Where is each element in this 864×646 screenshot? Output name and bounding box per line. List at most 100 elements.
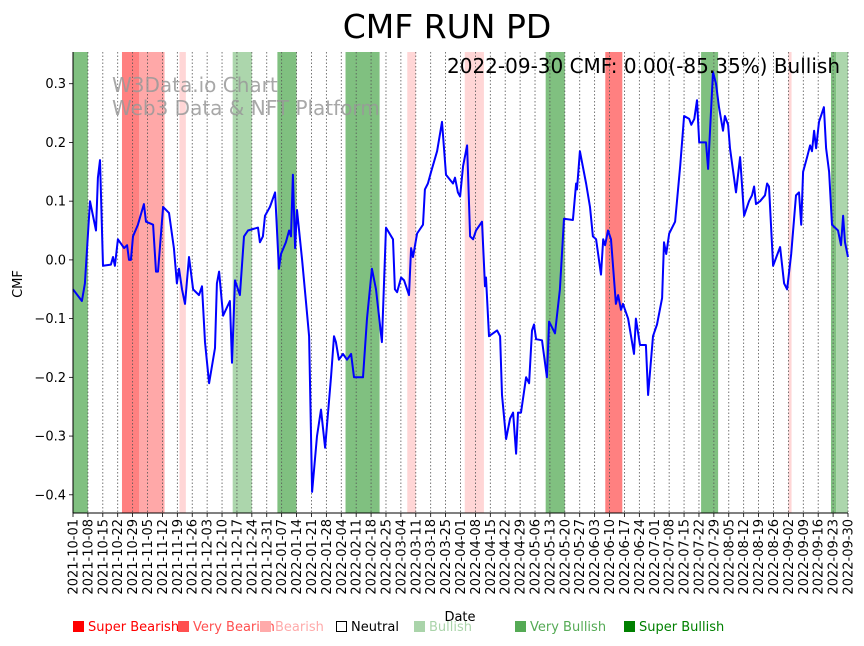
band-very-bullish (73, 52, 88, 513)
x-tick-label: 2022-09-30 (842, 519, 857, 595)
x-tick-label: 2021-10-15 (96, 519, 111, 595)
legend-label: Bearish (275, 620, 324, 635)
x-tick-label: 2021-12-10 (216, 519, 231, 595)
y-tick-label: 0.3 (45, 77, 66, 92)
x-tick-label: 2022-01-28 (320, 519, 335, 595)
x-tick-label: 2022-04-15 (484, 519, 499, 595)
x-tick-label: 2021-11-19 (171, 519, 186, 595)
y-tick-label: −0.2 (34, 371, 66, 386)
band-very-bullish (701, 52, 719, 513)
legend-swatch (624, 621, 635, 632)
legend-swatch (260, 621, 271, 632)
status-annotation: 2022-09-30 CMF: 0.00(-85.35%) Bullish (447, 54, 840, 78)
x-tick-label: 2022-08-05 (722, 519, 737, 595)
x-tick-label: 2021-11-05 (141, 519, 156, 595)
x-tick-label: 2022-06-17 (618, 519, 633, 595)
x-tick-label: 2021-12-31 (260, 519, 275, 595)
legend-swatch (73, 621, 84, 632)
x-tick-label: 2022-02-04 (335, 519, 350, 595)
x-tick-label: 2022-09-02 (782, 519, 797, 595)
x-tick-label: 2022-07-15 (678, 519, 693, 595)
legend-swatch (515, 621, 526, 632)
legend-item-very-bullish: Very Bullish (515, 620, 606, 635)
x-tick-label: 2022-02-25 (379, 519, 394, 595)
legend-swatch (336, 621, 347, 632)
x-tick-label: 2022-03-25 (439, 519, 454, 595)
legend-item-very-bearish: Very Bearish (178, 620, 275, 635)
legend-item-super-bullish: Super Bullish (624, 620, 724, 635)
legend-label: Very Bullish (530, 620, 607, 635)
legend-swatch (178, 621, 189, 632)
x-axis-label: Date (444, 610, 475, 625)
x-tick-label: 2022-03-04 (394, 519, 409, 595)
x-tick-label: 2022-09-23 (827, 519, 842, 595)
x-tick-label: 2022-07-08 (663, 519, 678, 595)
y-tick-label: 0.0 (45, 253, 66, 268)
band-bearish (464, 52, 484, 513)
watermark-line-1: W3Data.io Chart (112, 73, 278, 97)
legend-label: Bullish (429, 620, 473, 635)
x-tick-label: 2022-08-12 (737, 519, 752, 595)
legend-label: Super Bearish (88, 620, 180, 635)
x-tick-label: 2022-09-09 (797, 519, 812, 595)
legend-swatch (414, 621, 425, 632)
cmf-series-line (72, 71, 849, 493)
x-tick-label: 2021-12-17 (230, 519, 245, 595)
x-tick-label: 2021-10-22 (111, 519, 126, 595)
y-tick-label: −0.1 (34, 312, 66, 327)
legend-label: Super Bullish (639, 620, 725, 635)
x-tick-label: 2022-03-18 (424, 519, 439, 595)
x-tick-label: 2022-01-14 (290, 519, 305, 595)
x-tick-label: 2022-08-26 (767, 519, 782, 595)
x-tick-label: 2021-10-29 (126, 519, 141, 595)
x-tick-label: 2022-07-01 (648, 519, 663, 595)
x-tick-label: 2022-02-18 (365, 519, 380, 595)
band-bearish (407, 52, 416, 513)
band-super-bearish (121, 52, 140, 513)
band-very-bullish (830, 52, 837, 513)
x-tick-label: 2022-04-08 (469, 519, 484, 595)
chart-title: CMF RUN PD (343, 7, 552, 46)
y-tick-label: −0.3 (34, 430, 66, 445)
x-tick-label: 2022-01-07 (275, 519, 290, 595)
legend-item-bullish: Bullish (414, 620, 472, 635)
x-tick-label: 2022-02-11 (350, 519, 365, 595)
x-tick-label: 2022-06-10 (603, 519, 618, 595)
band-bearish (179, 52, 186, 513)
legend-label: Very Bearish (193, 620, 275, 635)
y-tick-label: 0.1 (45, 195, 66, 210)
y-axis-label: CMF (11, 270, 26, 298)
band-very-bearish (139, 52, 165, 513)
band-very-bullish (545, 52, 565, 513)
x-tick-label: 2022-05-13 (543, 519, 558, 595)
y-tick-label: 0.2 (45, 136, 66, 151)
x-tick-label: 2022-04-01 (454, 519, 469, 595)
x-tick-label: 2022-05-27 (573, 519, 588, 595)
x-tick-label: 2022-04-29 (514, 519, 529, 595)
x-tick-label: 2022-07-29 (707, 519, 722, 595)
band-bullish (836, 52, 848, 513)
x-tick-label: 2021-10-08 (81, 519, 96, 595)
band-bearish (788, 52, 792, 513)
x-tick-label: 2021-11-26 (186, 519, 201, 595)
band-bullish (232, 52, 252, 513)
x-tick-label: 2021-10-01 (67, 519, 82, 595)
x-tick-label: 2021-12-03 (201, 519, 216, 595)
x-tick-label: 2022-03-11 (409, 519, 424, 595)
band-very-bullish (277, 52, 297, 513)
x-tick-label: 2022-08-19 (752, 519, 767, 595)
x-tick-label: 2022-06-24 (633, 519, 648, 595)
x-tick-label: 2021-12-24 (245, 519, 260, 595)
legend-item-super-bearish: Super Bearish (73, 620, 179, 635)
legend-item-neutral: Neutral (336, 620, 399, 635)
x-tick-label: 2021-11-12 (156, 519, 171, 595)
watermark-line-2: Web3 Data & NFT Platform (112, 96, 380, 120)
legend-item-bearish: Bearish (260, 620, 324, 635)
x-tick-label: 2022-07-22 (692, 519, 707, 595)
x-tick-label: 2022-04-22 (499, 519, 514, 595)
x-tick-label: 2022-05-20 (558, 519, 573, 595)
x-tick-label: 2022-01-21 (305, 519, 320, 595)
y-tick-label: −0.4 (34, 488, 66, 503)
